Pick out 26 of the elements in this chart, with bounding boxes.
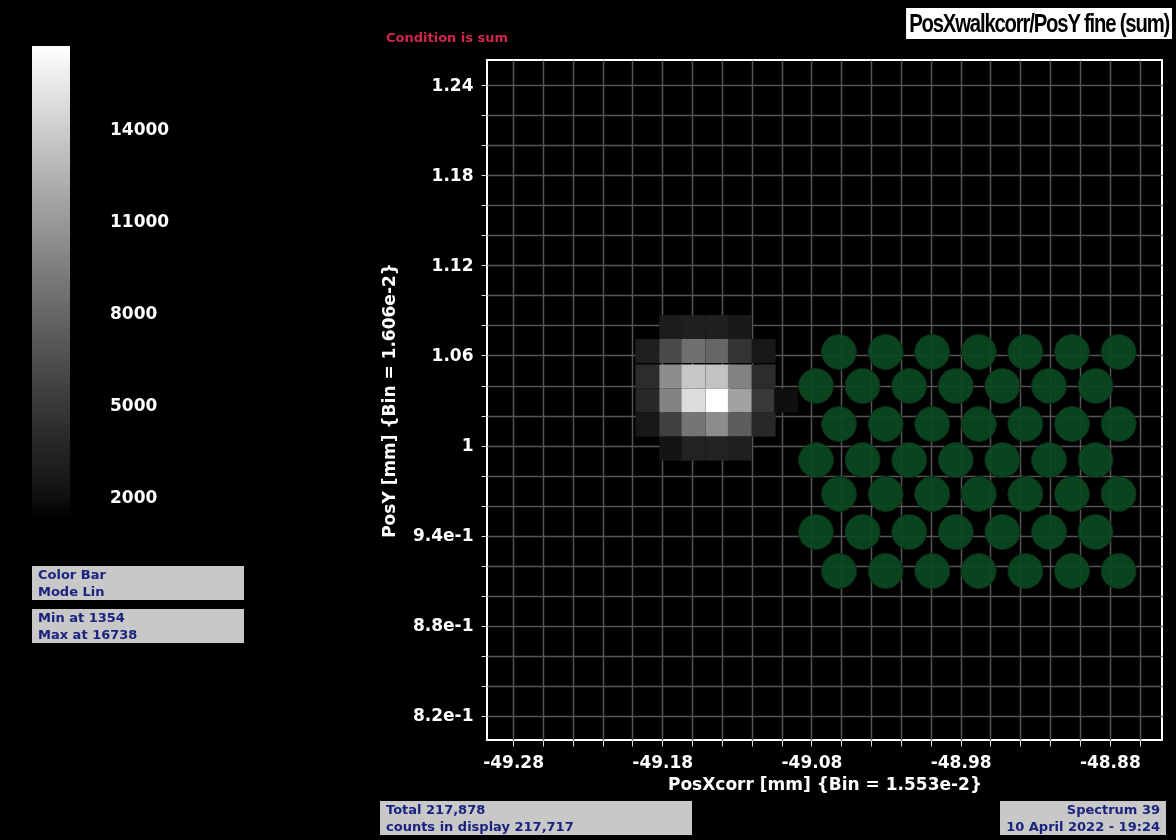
color-bar-label: 5000: [110, 395, 158, 416]
y-tick-label: 1.24: [431, 74, 474, 95]
text: Min at 1354 Max at 16738: [32, 609, 244, 643]
y-axis-title: PosY [mm] {Bin = 1.606e-2}: [378, 263, 399, 538]
y-tick-label: 1.18: [431, 164, 474, 185]
x-tick-label: -49.08: [781, 751, 843, 772]
y-tick-label: 8.8e-1: [412, 615, 474, 636]
y-tick-label: 1.12: [431, 254, 474, 275]
y-tick-label: 9.4e-1: [412, 525, 474, 546]
color-bar-label: 11000: [110, 211, 170, 232]
y-tick-label: 8.2e-1: [412, 705, 474, 726]
x-axis-title: PosXcorr [mm] {Bin = 1.553e-2}: [667, 773, 983, 794]
x-tick-label: -48.98: [930, 751, 992, 772]
x-tick-label: -49.18: [632, 751, 694, 772]
x-tick-label: -49.28: [483, 751, 545, 772]
x-tick-label: -48.88: [1079, 751, 1141, 772]
text: Total 217,878 counts in display 217,717: [380, 801, 692, 835]
chart-title: PosXwalkcorr/PosY fine (sum): [905, 8, 1172, 39]
text: Spectrum 39 10 April 2022 - 19:24: [1000, 801, 1166, 835]
color-bar-label: 2000: [110, 487, 158, 508]
y-tick-label: 1: [461, 435, 474, 456]
color-bar-label: 8000: [110, 303, 158, 324]
text: Color Bar Mode Lin: [32, 566, 244, 600]
chart-subtitle: Condition is sum: [386, 30, 509, 45]
y-tick-label: 1.06: [431, 344, 474, 365]
color-bar-label: 14000: [110, 119, 170, 140]
